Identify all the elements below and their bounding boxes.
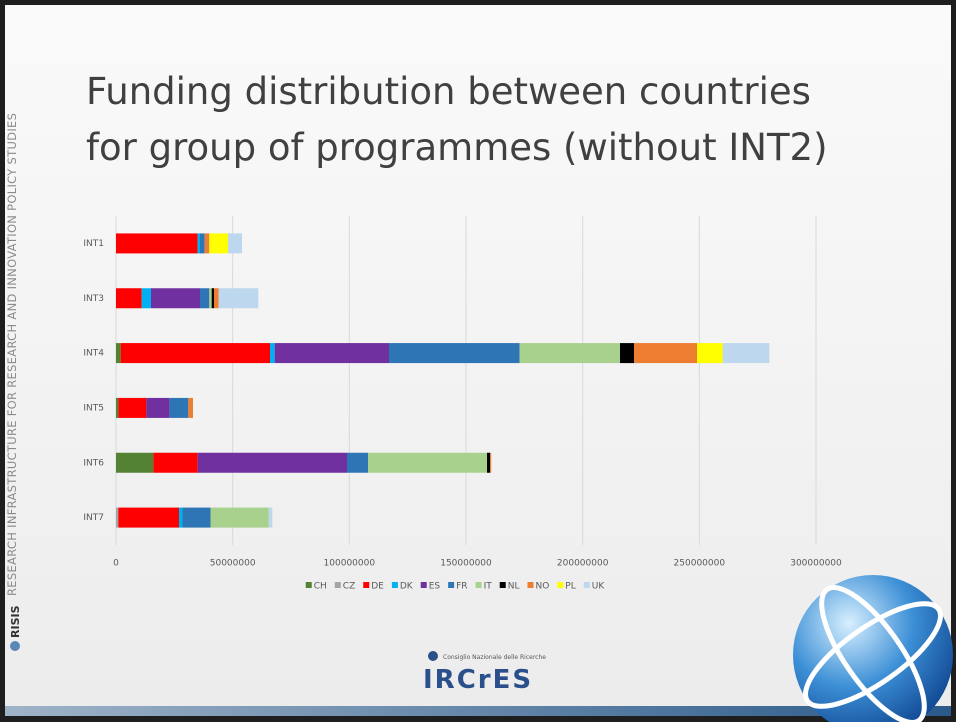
legend-swatch bbox=[391, 582, 398, 588]
legend-swatch bbox=[363, 582, 370, 588]
logo: IRCrES bbox=[423, 665, 533, 695]
bar-segment bbox=[214, 288, 219, 309]
bar-segment bbox=[487, 452, 491, 473]
y-tick-label: INT7 bbox=[83, 513, 104, 523]
bar-segment bbox=[519, 343, 620, 364]
y-tick-label: INT1 bbox=[83, 239, 104, 249]
logo-caption: Consiglio Nazionale delle Ricerche bbox=[443, 654, 546, 661]
bar-segment bbox=[151, 288, 200, 309]
y-tick-label: INT3 bbox=[83, 294, 104, 304]
bar-segment bbox=[197, 233, 200, 254]
bar-segment bbox=[270, 343, 275, 364]
bar-segment bbox=[218, 288, 259, 309]
legend-label: CZ bbox=[343, 582, 355, 592]
bar-segment bbox=[209, 288, 212, 309]
legend-label: DE bbox=[371, 582, 384, 592]
bar-segment bbox=[116, 233, 198, 254]
legend-swatch bbox=[499, 582, 506, 588]
footer-band bbox=[5, 706, 951, 716]
bar-segment bbox=[197, 452, 347, 473]
y-tick-label: INT5 bbox=[83, 403, 104, 413]
bar-segment bbox=[389, 343, 520, 364]
bar-segment bbox=[116, 343, 121, 364]
bar-segment bbox=[268, 507, 273, 528]
x-tick-label: 0 bbox=[113, 559, 119, 569]
bar-segment bbox=[490, 452, 492, 473]
bar-segment bbox=[274, 343, 389, 364]
bar-segment bbox=[368, 452, 487, 473]
bar-segment bbox=[188, 397, 193, 418]
legend-label: PL bbox=[565, 582, 575, 592]
legend-label: ES bbox=[429, 582, 441, 592]
bar-segment bbox=[204, 233, 210, 254]
bar-segment bbox=[169, 397, 189, 418]
bar-segment bbox=[722, 343, 770, 364]
legend-swatch bbox=[557, 582, 564, 588]
x-tick-label: 200000000 bbox=[557, 559, 609, 569]
legend-swatch bbox=[334, 582, 341, 588]
bar-segment bbox=[141, 288, 151, 309]
bar-segment bbox=[620, 343, 634, 364]
bar-segment bbox=[118, 397, 147, 418]
sidebar-text: RESEARCH INFRASTRUCTURE FOR RESEARCH AND… bbox=[5, 113, 19, 596]
legend-swatch bbox=[305, 582, 312, 588]
bar-segment bbox=[116, 452, 154, 473]
bar-segment bbox=[200, 288, 210, 309]
legend-label: NO bbox=[535, 582, 549, 592]
bar-segment bbox=[120, 343, 271, 364]
bar-segment bbox=[210, 507, 269, 528]
bar-segment bbox=[118, 507, 179, 528]
x-tick-label: 100000000 bbox=[324, 559, 376, 569]
bar-segment bbox=[209, 233, 228, 254]
bar-segment bbox=[634, 343, 697, 364]
y-tick-label: INT4 bbox=[83, 349, 104, 359]
bar-segment bbox=[200, 233, 205, 254]
chart: 0 50000000 100000000 150000000 200000000 2500… bbox=[83, 216, 842, 592]
bar-segment bbox=[347, 452, 368, 473]
globe bbox=[793, 575, 953, 722]
legend-swatch bbox=[527, 582, 534, 588]
brand: RISIS bbox=[9, 605, 22, 638]
legend-swatch bbox=[420, 582, 427, 588]
title-line: Funding distribution between countries bbox=[86, 70, 811, 113]
legend-swatch bbox=[583, 582, 590, 588]
legend-swatch bbox=[448, 582, 455, 588]
x-tick-label: 150000000 bbox=[440, 559, 492, 569]
legend-label: FR bbox=[456, 582, 467, 592]
legend-label: UK bbox=[592, 582, 606, 592]
bar-segment bbox=[116, 397, 119, 418]
brand-icon bbox=[10, 641, 20, 651]
y-tick-label: INT6 bbox=[83, 458, 104, 468]
bar-segment bbox=[697, 343, 723, 364]
bar-segment bbox=[211, 288, 214, 309]
legend-label: CH bbox=[314, 582, 327, 592]
legend-label: NL bbox=[508, 582, 520, 592]
bar-segment bbox=[228, 233, 242, 254]
x-tick-label: 300000000 bbox=[790, 559, 842, 569]
bar-segment bbox=[153, 452, 198, 473]
legend-label: IT bbox=[484, 582, 493, 592]
bar-segment bbox=[146, 397, 170, 418]
x-tick-label: 50000000 bbox=[210, 559, 256, 569]
logo-icon bbox=[428, 651, 438, 661]
bar-segment bbox=[116, 507, 119, 528]
bar-segment bbox=[182, 507, 211, 528]
x-tick-label: 250000000 bbox=[674, 559, 726, 569]
legend-label: DK bbox=[400, 582, 414, 592]
title-line: for group of programmes (without INT2) bbox=[86, 126, 828, 169]
bar-segment bbox=[179, 507, 183, 528]
bar-segment bbox=[116, 288, 142, 309]
legend-swatch bbox=[475, 582, 482, 588]
